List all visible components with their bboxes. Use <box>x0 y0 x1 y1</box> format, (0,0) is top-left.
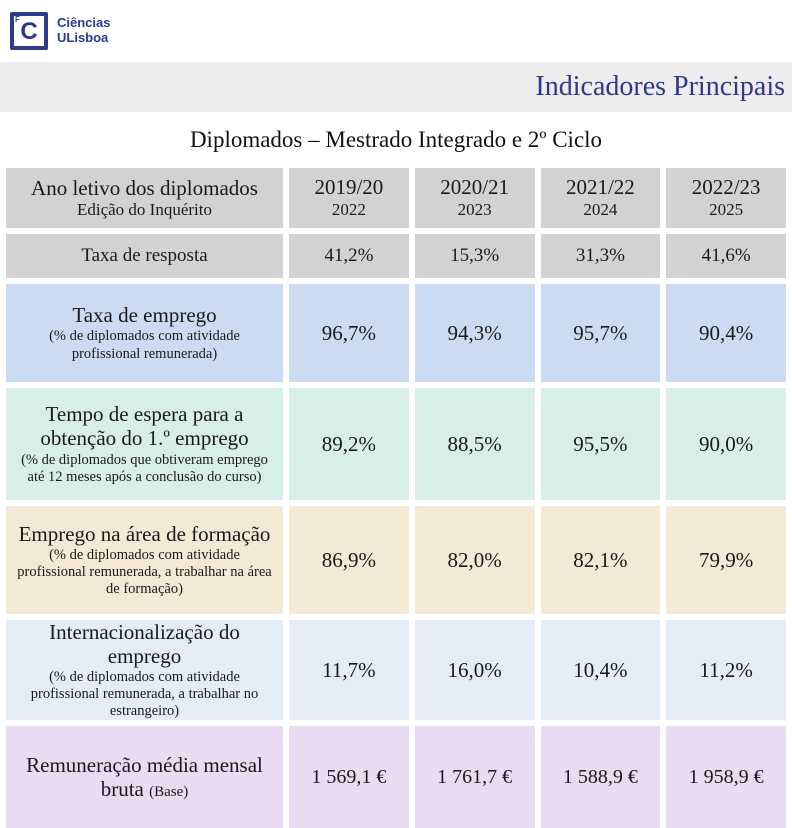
title-band: Indicadores Principais <box>0 62 792 112</box>
table-title-area: Diplomados – Mestrado Integrado e 2º Cic… <box>0 112 792 168</box>
row-name: Emprego na área de formação <box>18 521 271 546</box>
header-edition: 2022 <box>331 200 366 220</box>
table-cell: 82,1% <box>540 506 661 614</box>
header-label-main: Ano letivo dos diplomados <box>31 175 258 200</box>
table-cell: 11,2% <box>666 620 786 720</box>
table-cell: 89,2% <box>289 388 409 500</box>
row-subtitle: (% de diplomados com atividade profissio… <box>49 328 240 362</box>
row-name: Taxa de resposta <box>81 245 208 267</box>
logo-wordmark: Ciências ULisboa <box>57 15 111 46</box>
table-cell: 90,0% <box>666 388 786 500</box>
table-title: Diplomados – Mestrado Integrado e 2º Cic… <box>189 127 603 152</box>
row-name: Tempo de espera para a obtenção do 1.º e… <box>40 402 249 451</box>
header-col-2019-20: 2019/20 2022 <box>289 168 409 228</box>
table-cell: 15,3% <box>414 234 535 278</box>
row-subtitle-inline: (Base) <box>149 783 189 800</box>
row-label-remuneracao: Remuneração média mensal bruta (Base) <box>6 726 283 828</box>
table-cell: 94,3% <box>414 284 535 382</box>
header-col-2022-23: 2022/23 2025 <box>666 168 786 228</box>
header-col-2020-21: 2020/21 2023 <box>414 168 535 228</box>
row-name-text: Remuneração média mensal bruta <box>26 752 263 801</box>
table-cell: 1 761,7 € <box>414 726 535 828</box>
logo-line1: Ciências <box>57 15 111 31</box>
table-cell: 82,0% <box>414 506 535 614</box>
table-cell: 79,9% <box>666 506 786 614</box>
header-year: 2020/21 <box>440 175 510 200</box>
header-edition: 2024 <box>583 200 618 220</box>
logo-row: F C Ciências ULisboa <box>0 0 792 62</box>
header-label-cell: Ano letivo dos diplomados Edição do Inqu… <box>6 168 283 228</box>
table-cell: 86,9% <box>289 506 409 614</box>
table-cell: 41,6% <box>666 234 786 278</box>
table-cell: 1 588,9 € <box>540 726 661 828</box>
header-edition: 2025 <box>709 200 744 220</box>
table-cell: 95,5% <box>540 388 661 500</box>
row-label-tempo-espera: Tempo de espera para a obtenção do 1.º e… <box>6 388 283 500</box>
ciencias-c-logo-icon: F C <box>10 12 48 50</box>
table-cell: 1 569,1 € <box>289 726 409 828</box>
row-subtitle: (% de diplomados com atividade profissio… <box>17 546 272 598</box>
row-label-internacionalizacao: Internacionalização do emprego (% de dip… <box>6 620 283 720</box>
header-label-sub: Edição do Inquérito <box>76 199 212 219</box>
header-year: 2021/22 <box>565 175 635 200</box>
page-title: Indicadores Principais <box>535 71 785 102</box>
row-label-taxa-emprego: Taxa de emprego (% de diplomados com ati… <box>6 284 283 382</box>
row-subtitle: (% de diplomados que obtiveram emprego a… <box>21 451 268 485</box>
ciencias-ulisboa-logo: F C Ciências ULisboa <box>10 12 110 50</box>
row-label-taxa-resposta: Taxa de resposta <box>6 234 283 278</box>
logo-tick-mark: F <box>15 15 20 24</box>
logo-letter: C <box>20 17 38 45</box>
header-edition: 2023 <box>457 200 492 220</box>
header-col-2021-22: 2021/22 2024 <box>540 168 661 228</box>
table-cell: 90,4% <box>666 284 786 382</box>
row-name: Internacionalização do emprego <box>49 619 240 668</box>
header-year: 2022/23 <box>691 175 761 200</box>
table-cell: 10,4% <box>540 620 661 720</box>
row-name: Taxa de emprego <box>72 303 217 328</box>
header-year: 2019/20 <box>314 175 384 200</box>
row-label-emprego-area: Emprego na área de formação (% de diplom… <box>6 506 283 614</box>
table-cell: 88,5% <box>414 388 535 500</box>
row-name: Remuneração média mensal bruta (Base) <box>14 753 275 801</box>
table-cell: 16,0% <box>414 620 535 720</box>
table-cell: 41,2% <box>289 234 409 278</box>
table-cell: 11,7% <box>289 620 409 720</box>
row-subtitle: (% de diplomados com atividade profissio… <box>30 668 259 720</box>
logo-line2: ULisboa <box>57 30 109 45</box>
indicators-table: Ano letivo dos diplomados Edição do Inqu… <box>6 168 786 828</box>
table-cell: 95,7% <box>540 284 661 382</box>
table-cell: 31,3% <box>540 234 661 278</box>
table-cell: 1 958,9 € <box>666 726 786 828</box>
table-cell: 96,7% <box>289 284 409 382</box>
